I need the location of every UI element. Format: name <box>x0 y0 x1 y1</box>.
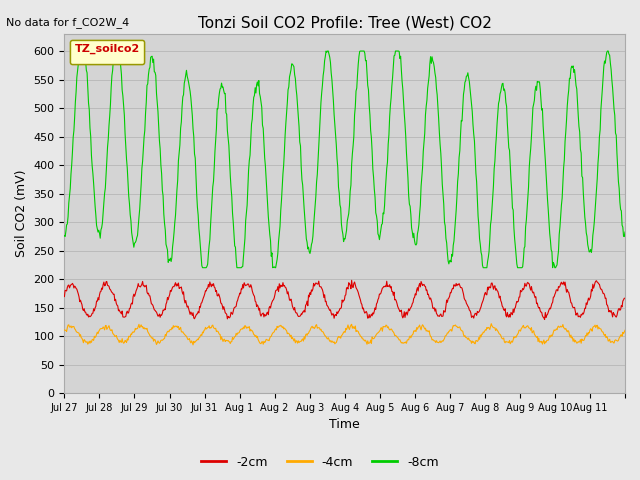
Y-axis label: Soil CO2 (mV): Soil CO2 (mV) <box>15 170 28 257</box>
Title: Tonzi Soil CO2 Profile: Tree (West) CO2: Tonzi Soil CO2 Profile: Tree (West) CO2 <box>198 15 492 30</box>
X-axis label: Time: Time <box>330 419 360 432</box>
Text: No data for f_CO2W_4: No data for f_CO2W_4 <box>6 17 130 28</box>
Legend: -2cm, -4cm, -8cm: -2cm, -4cm, -8cm <box>196 451 444 474</box>
Legend:  <box>70 39 144 64</box>
